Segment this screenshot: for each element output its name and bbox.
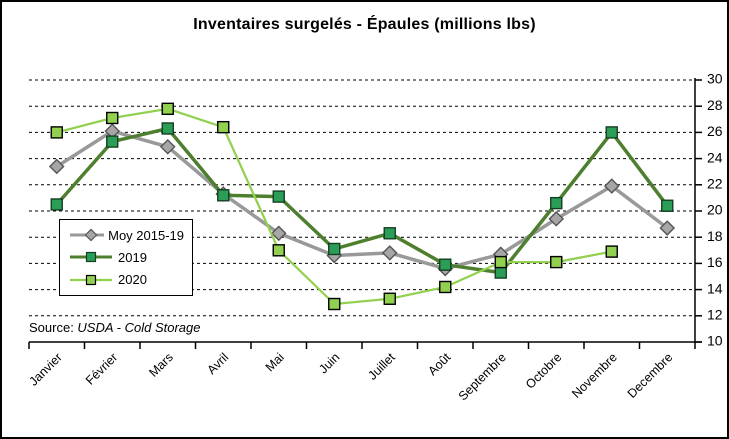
point-août-2020: [439, 280, 452, 294]
point-mars-2019: [161, 122, 174, 135]
series-line: [55, 126, 669, 275]
legend-line-sample-icon: [70, 274, 112, 285]
x-label-mai: Mai: [263, 350, 287, 374]
x-label-decembre: Decembre: [625, 350, 676, 401]
x-label-septembre: Septembre: [456, 350, 509, 403]
x-label-août: Août: [425, 350, 453, 378]
point-septembre-2020: [494, 255, 507, 269]
point-mai-2020: [272, 244, 285, 257]
legend: Moy 2015-19 2019 2020: [59, 219, 193, 296]
y-label-18: 18: [707, 228, 723, 244]
y-label-10: 10: [707, 333, 723, 349]
legend-label-2020: 2020: [118, 272, 147, 288]
series-2020: [50, 102, 618, 311]
y-label-28: 28: [707, 97, 723, 113]
x-label-février: Février: [83, 350, 120, 387]
point-juin-2019: [328, 242, 341, 256]
point-juillet-2019: [383, 227, 396, 240]
legend-item-2020: 2020: [68, 269, 184, 291]
point-decembre-moy-2015-19: [659, 220, 676, 236]
x-label-octobre: Octobre: [523, 350, 564, 391]
point-février-2020: [106, 111, 119, 125]
legend-sample-marker: [85, 252, 97, 263]
source-text: USDA - Cold Storage: [77, 320, 201, 335]
source-prefix: Source:: [29, 320, 78, 335]
point-janvier-2020: [50, 126, 63, 139]
x-label-novembre: Novembre: [569, 350, 620, 401]
x-label-juillet: Juillet: [365, 350, 398, 383]
legend-label-moy-2015-19: Moy 2015-19: [108, 227, 184, 243]
chart-title: Inventaires surgelés - Épaules (millions…: [193, 16, 536, 33]
y-label-24: 24: [707, 149, 723, 165]
point-novembre-2020: [605, 245, 618, 258]
point-avril-2020: [217, 120, 230, 134]
point-juillet-2020: [383, 292, 396, 305]
x-label-mars: Mars: [146, 350, 176, 380]
point-février-2019: [106, 135, 119, 148]
y-label-12: 12: [707, 307, 723, 323]
point-juin-2020: [328, 297, 341, 311]
legend-sample-marker: [84, 228, 98, 242]
x-label-avril: Avril: [204, 350, 231, 377]
series-2019: [50, 122, 674, 279]
point-septembre-2019: [494, 266, 507, 279]
point-mars-moy-2015-19: [159, 139, 176, 155]
y-label-26: 26: [707, 123, 723, 139]
legend-item-2019: 2019: [68, 246, 184, 268]
legend-label-2019: 2019: [118, 249, 147, 265]
point-janvier-2019: [50, 198, 63, 211]
legend-item-moy-2015-19: Moy 2015-19: [68, 224, 184, 246]
point-octobre-2020: [550, 255, 563, 269]
y-label-22: 22: [707, 176, 723, 192]
point-mai-2019: [272, 190, 285, 203]
series-line: [55, 129, 669, 271]
y-label-16: 16: [707, 254, 723, 270]
point-avril-2019: [217, 189, 230, 202]
y-label-30: 30: [707, 71, 723, 87]
legend-line-sample-icon: [70, 252, 112, 263]
point-octobre-moy-2015-19: [548, 211, 565, 227]
x-label-janvier: Janvier: [26, 350, 64, 388]
y-label-20: 20: [707, 202, 723, 218]
point-novembre-moy-2015-19: [603, 178, 620, 194]
legend-sample-marker: [85, 274, 97, 285]
source-caption: Source: USDA - Cold Storage: [29, 320, 201, 335]
point-mars-2020: [161, 102, 174, 116]
legend-line-sample-icon: [70, 228, 105, 242]
x-label-juin: Juin: [316, 350, 342, 376]
point-janvier-moy-2015-19: [48, 158, 65, 175]
point-août-2019: [439, 258, 452, 271]
y-label-14: 14: [707, 280, 723, 296]
point-octobre-2019: [550, 196, 563, 210]
point-decembre-2019: [661, 199, 674, 212]
point-novembre-2019: [605, 126, 618, 139]
point-juillet-moy-2015-19: [381, 245, 398, 261]
point-mai-moy-2015-19: [270, 225, 287, 242]
